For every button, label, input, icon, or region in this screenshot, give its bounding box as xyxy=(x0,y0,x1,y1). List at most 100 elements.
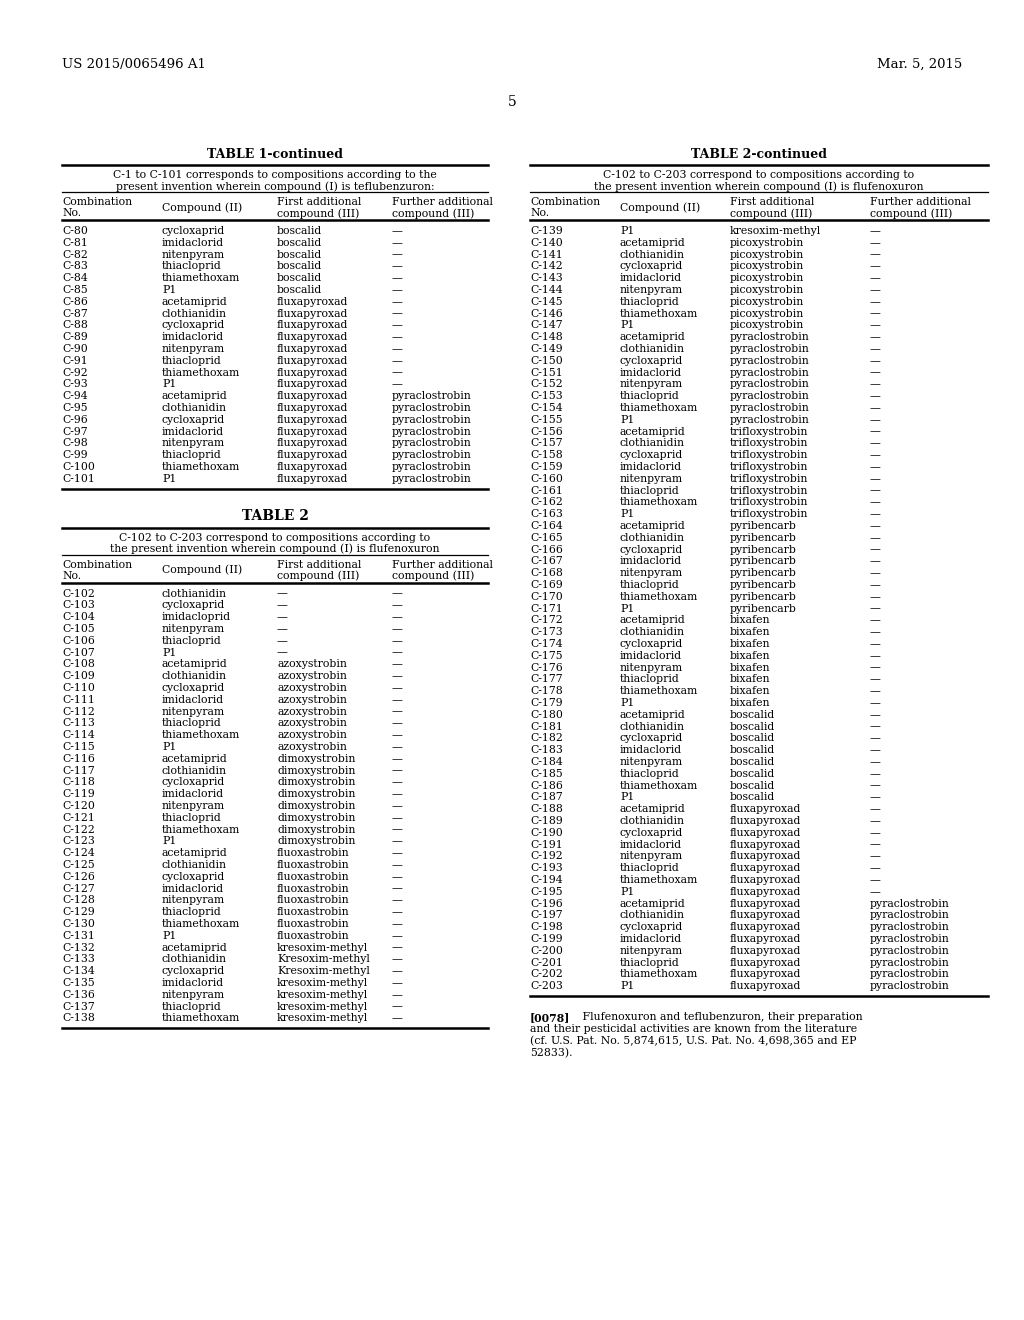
Text: acetamiprid: acetamiprid xyxy=(162,297,227,306)
Text: —: — xyxy=(870,887,881,896)
Text: the present invention wherein compound (I) is flufenoxuron: the present invention wherein compound (… xyxy=(111,544,439,554)
Text: C-197: C-197 xyxy=(530,911,562,920)
Text: C-129: C-129 xyxy=(62,907,95,917)
Text: C-166: C-166 xyxy=(530,545,563,554)
Text: clothianidin: clothianidin xyxy=(620,533,685,543)
Text: kresoxim-methyl: kresoxim-methyl xyxy=(278,1002,369,1011)
Text: Compound (II): Compound (II) xyxy=(162,565,243,576)
Text: thiamethoxam: thiamethoxam xyxy=(620,591,698,602)
Text: —: — xyxy=(870,321,881,330)
Text: fluxapyroxad: fluxapyroxad xyxy=(730,969,802,979)
Text: acetamiprid: acetamiprid xyxy=(620,804,686,814)
Text: acetamiprid: acetamiprid xyxy=(162,754,227,764)
Text: —: — xyxy=(870,379,881,389)
Text: cycloxaprid: cycloxaprid xyxy=(162,321,225,330)
Text: —: — xyxy=(392,682,402,693)
Text: thiacloprid: thiacloprid xyxy=(162,356,222,366)
Text: C-136: C-136 xyxy=(62,990,95,999)
Text: kresoxim-methyl: kresoxim-methyl xyxy=(278,990,369,999)
Text: C-175: C-175 xyxy=(530,651,562,661)
Text: C-196: C-196 xyxy=(530,899,563,908)
Text: —: — xyxy=(392,1002,402,1011)
Text: —: — xyxy=(392,837,402,846)
Text: C-173: C-173 xyxy=(530,627,563,638)
Text: —: — xyxy=(392,825,402,834)
Text: pyribencarb: pyribencarb xyxy=(730,591,797,602)
Text: compound (III): compound (III) xyxy=(392,209,474,219)
Text: C-162: C-162 xyxy=(530,498,563,507)
Text: pyraclostrobin: pyraclostrobin xyxy=(870,957,949,968)
Text: No.: No. xyxy=(62,209,81,218)
Text: —: — xyxy=(870,568,881,578)
Text: No.: No. xyxy=(530,209,549,218)
Text: kresoxim-methyl: kresoxim-methyl xyxy=(278,1014,369,1023)
Text: fluoxastrobin: fluoxastrobin xyxy=(278,871,349,882)
Text: Flufenoxuron and teflubenzuron, their preparation: Flufenoxuron and teflubenzuron, their pr… xyxy=(572,1012,862,1022)
Text: pyraclostrobin: pyraclostrobin xyxy=(730,367,810,378)
Text: thiamethoxam: thiamethoxam xyxy=(620,969,698,979)
Text: C-97: C-97 xyxy=(62,426,88,437)
Text: —: — xyxy=(392,367,402,378)
Text: —: — xyxy=(870,426,881,437)
Text: pyraclostrobin: pyraclostrobin xyxy=(392,462,472,473)
Text: Combination: Combination xyxy=(62,197,132,207)
Text: pyraclostrobin: pyraclostrobin xyxy=(870,935,949,944)
Text: C-145: C-145 xyxy=(530,297,562,306)
Text: —: — xyxy=(392,801,402,810)
Text: C-193: C-193 xyxy=(530,863,563,874)
Text: acetamiprid: acetamiprid xyxy=(620,333,686,342)
Text: —: — xyxy=(392,706,402,717)
Text: picoxystrobin: picoxystrobin xyxy=(730,285,804,294)
Text: fluxapyroxad: fluxapyroxad xyxy=(730,851,802,862)
Text: pyraclostrobin: pyraclostrobin xyxy=(730,356,810,366)
Text: P1: P1 xyxy=(162,648,176,657)
Text: C-158: C-158 xyxy=(530,450,563,461)
Text: fluoxastrobin: fluoxastrobin xyxy=(278,919,349,929)
Text: —: — xyxy=(870,686,881,696)
Text: dimoxystrobin: dimoxystrobin xyxy=(278,789,355,799)
Text: —: — xyxy=(392,990,402,999)
Text: picoxystrobin: picoxystrobin xyxy=(730,238,804,248)
Text: trifloxystrobin: trifloxystrobin xyxy=(730,426,808,437)
Text: C-111: C-111 xyxy=(62,694,95,705)
Text: —: — xyxy=(870,722,881,731)
Text: C-133: C-133 xyxy=(62,954,95,965)
Text: —: — xyxy=(870,734,881,743)
Text: nitenpyram: nitenpyram xyxy=(620,756,683,767)
Text: thiacloprid: thiacloprid xyxy=(620,957,680,968)
Text: —: — xyxy=(870,238,881,248)
Text: C-101: C-101 xyxy=(62,474,95,484)
Text: C-144: C-144 xyxy=(530,285,562,294)
Text: —: — xyxy=(392,671,402,681)
Text: —: — xyxy=(870,297,881,306)
Text: —: — xyxy=(870,698,881,708)
Text: pyraclostrobin: pyraclostrobin xyxy=(730,391,810,401)
Text: cycloxaprid: cycloxaprid xyxy=(162,682,225,693)
Text: —: — xyxy=(392,309,402,318)
Text: pyraclostrobin: pyraclostrobin xyxy=(392,450,472,461)
Text: C-170: C-170 xyxy=(530,591,563,602)
Text: clothianidin: clothianidin xyxy=(162,671,227,681)
Text: compound (III): compound (III) xyxy=(392,570,474,581)
Text: C-141: C-141 xyxy=(530,249,563,260)
Text: pyraclostrobin: pyraclostrobin xyxy=(870,946,949,956)
Text: Combination: Combination xyxy=(530,197,600,207)
Text: C-187: C-187 xyxy=(530,792,563,803)
Text: C-150: C-150 xyxy=(530,356,563,366)
Text: —: — xyxy=(278,612,288,622)
Text: C-167: C-167 xyxy=(530,557,563,566)
Text: thiacloprid: thiacloprid xyxy=(162,261,222,272)
Text: —: — xyxy=(870,533,881,543)
Text: —: — xyxy=(392,321,402,330)
Text: compound (III): compound (III) xyxy=(278,209,359,219)
Text: picoxystrobin: picoxystrobin xyxy=(730,273,804,284)
Text: fluoxastrobin: fluoxastrobin xyxy=(278,849,349,858)
Text: —: — xyxy=(392,718,402,729)
Text: —: — xyxy=(870,875,881,884)
Text: —: — xyxy=(870,345,881,354)
Text: fluxapyroxad: fluxapyroxad xyxy=(730,911,802,920)
Text: fluxapyroxad: fluxapyroxad xyxy=(278,333,348,342)
Text: —: — xyxy=(278,648,288,657)
Text: C-149: C-149 xyxy=(530,345,562,354)
Text: pyraclostrobin: pyraclostrobin xyxy=(730,345,810,354)
